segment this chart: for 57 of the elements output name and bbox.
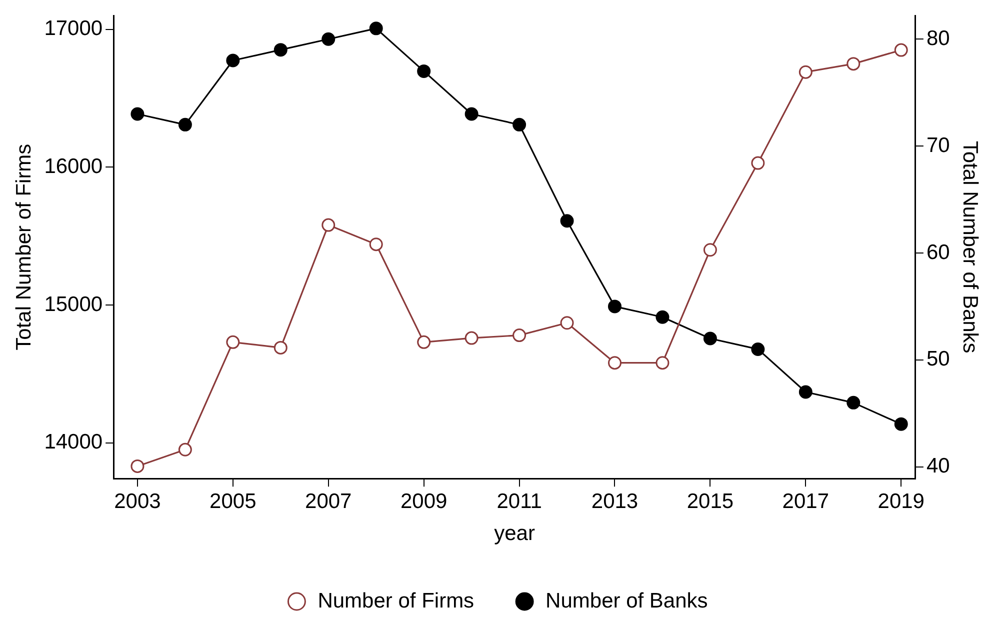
point [322,32,336,46]
y-tick-label: 15000 [44,292,103,316]
point [464,331,478,345]
point [417,64,431,78]
x-tick-label: 2017 [782,490,830,513]
point [130,459,144,473]
point [274,340,288,354]
point [464,107,478,121]
y-tick-label: 14000 [44,430,103,454]
point [369,22,383,36]
point [703,243,717,257]
point [512,118,526,132]
point [130,107,144,121]
point [322,218,336,232]
point [560,214,574,228]
point [846,57,860,71]
y2-axis-title: Total Number of Banks [958,140,982,354]
point [417,335,431,349]
x-tick-label: 2015 [686,490,734,513]
legend-label: Number of Banks [546,589,708,612]
point [226,335,240,349]
x-tick-label: 2009 [400,490,448,513]
y-tick-label: 16000 [44,154,103,178]
point [703,332,717,346]
point [798,385,812,399]
y-tick-label: 17000 [44,17,103,40]
legend-label: Number of Firms [318,589,474,612]
point [178,442,192,456]
y2-tick-label: 70 [926,134,950,157]
point [846,396,860,410]
point [751,156,765,170]
point [369,238,383,252]
y2-tick-label: 50 [926,348,950,371]
point [894,43,908,57]
point [226,54,240,68]
x-tick-label: 2011 [496,490,542,513]
point [608,300,622,314]
y-axis-title: Total Number of Firms [12,144,36,350]
y2-tick-label: 60 [926,240,950,264]
y2-tick-label: 40 [926,454,950,478]
x-axis-title: year [494,522,535,546]
x-tick-label: 2013 [591,490,638,513]
x-tick-label: 2003 [114,490,161,513]
point [894,417,908,431]
x-tick-label: 2007 [305,490,352,513]
point [656,356,670,370]
point [512,328,526,342]
x-tick-label: 2019 [878,490,924,513]
x-tick-label: 2005 [210,490,256,513]
point [560,316,574,330]
point [274,43,288,57]
point [798,65,812,79]
point [178,118,192,132]
y2-tick-label: 80 [926,26,950,50]
point [656,310,670,324]
point [751,342,765,356]
point [608,356,622,370]
